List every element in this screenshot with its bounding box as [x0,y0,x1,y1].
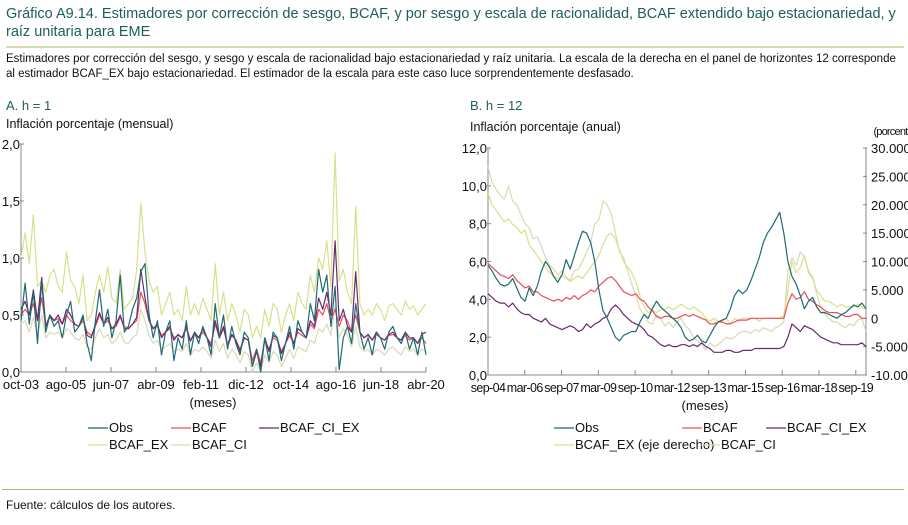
x-tick-label: mar-15 [727,381,764,395]
series-line-bcaf-ex [20,152,427,339]
y-right-tick-label: 10.000 [871,255,908,270]
x-tick-label: sep-19 [838,381,873,395]
x-tick-label: dic-12 [228,377,263,392]
x-tick-label: oct-14 [273,377,309,392]
x-tick-label: mar-06 [507,381,544,395]
panel-a-chart: 0,0 0,5 1,0 1,5 2,0 oct-03 ago-05 jun-07 abr-09 f… [2,137,445,452]
y-tick-label: 10,0 [462,179,487,194]
y-tick-label: 0,0 [469,368,487,383]
x-tick-label: abr-09 [137,377,175,392]
x-tick-label: jun-18 [362,377,399,392]
y-right-tick-label: 5.000 [871,283,904,298]
panel-a-axis-title: Inflación porcentaje (mensual) [6,117,174,131]
footer-divider [2,489,904,490]
y-tick-label: 0,5 [2,308,20,323]
y-right-tick-label: 20.000 [871,198,908,213]
y-tick-label: 6,0 [469,255,487,270]
x-tick-label: sep-16 [765,381,800,395]
x-tick-label: sep-07 [544,381,579,395]
legend-label: Obs [575,420,599,435]
y-tick-label: 1,5 [2,194,20,209]
series-line-obs [487,211,867,344]
panel-b-chart: 0,0 2,0 4,0 6,0 8,0 10,0 12,0 sep-04 mar-06 sep-0… [462,126,908,452]
y-right-axis-title: (porcentaje) [873,126,908,138]
y-right-tick-label: 30.000 [871,141,908,156]
x-tick-label: sep-10 [618,381,653,395]
y-right-tick-label: -5.000 [871,340,908,355]
y-tick-label: 0,0 [2,365,20,380]
legend-label: BCAF_EX [109,437,169,452]
y-right-tick-label: 0 [871,311,878,326]
legend-label: BCAF_CI [192,437,247,452]
legend-label: BCAF [192,420,227,435]
legend-label: BCAF_CI_EX [787,420,867,435]
panel-b-label: B. h = 12 [470,98,523,113]
y-tick-label: 12,0 [462,141,487,156]
panel-b-axis-title: Inflación porcentaje (anual) [470,120,621,134]
series-line-obs [20,263,427,373]
x-tick-label: oct-03 [3,377,39,392]
series-line-bcaf-ex [487,193,867,325]
series-line-bcaf-ci-ex [487,293,867,353]
y-right-tick-label: 15.000 [871,226,908,241]
legend-label: BCAF [703,420,738,435]
legend-label: BCAF_CI_EX [280,420,360,435]
y-tick-label: 4,0 [469,292,487,307]
x-tick-label: mar-09 [580,381,617,395]
x-tick-label: jun-07 [92,377,129,392]
figure-description: Estimadores por corrección del sesgo, y … [6,53,896,80]
source-note: Fuente: cálculos de los autores. [6,498,176,512]
y-tick-label: 2,0 [469,330,487,345]
y-tick-label: 8,0 [469,217,487,232]
y-tick-label: 2,0 [2,137,20,152]
x-tick-label: ago-05 [46,377,86,392]
x-tick-label: sep-13 [691,381,726,395]
legend-label: BCAF_EX (eje derecho) [575,437,714,452]
y-tick-label: 1,0 [2,251,20,266]
header-divider [6,46,904,48]
panel-a-label: A. h = 1 [6,98,52,113]
x-tick-label: feb-11 [183,377,219,392]
x-axis-title: (meses) [682,398,729,413]
figure-title: Gráfico A9.14. Estimadores por correcció… [6,6,896,40]
y-right-tick-label: -10.000 [871,368,908,383]
series-line-bcaf-ci-ex [20,240,427,367]
x-tick-label: abr-20 [407,377,445,392]
series-line-bcaf [487,262,866,325]
x-tick-label: mar-18 [801,381,838,395]
legend-label: BCAF_CI [721,437,776,452]
x-tick-label: ago-16 [316,377,356,392]
legend-label: Obs [109,420,133,435]
y-right-tick-label: 25.000 [871,169,908,184]
x-tick-label: sep-04 [471,381,506,395]
x-tick-label: mar-12 [654,381,691,395]
x-axis-title: (meses) [190,395,237,410]
